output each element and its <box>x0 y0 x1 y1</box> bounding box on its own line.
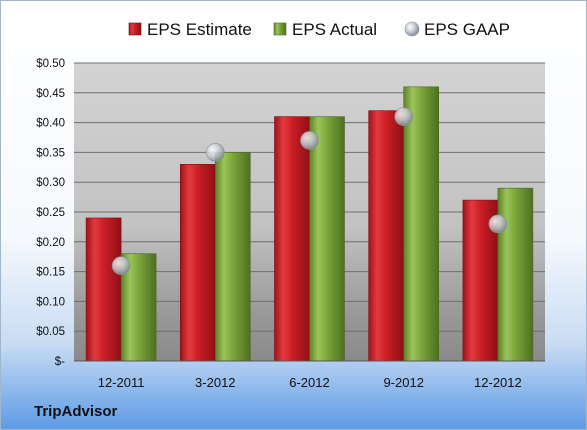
x-tick-label: 9-2012 <box>383 375 423 390</box>
bar-eps-actual <box>497 187 534 362</box>
bar-eps-estimate <box>85 217 122 362</box>
legend-label-eps-estimate: EPS Estimate <box>147 20 252 39</box>
bar-eps-estimate <box>180 164 216 362</box>
y-tick-label: $0.10 <box>36 296 65 308</box>
x-tick-label: 12-2011 <box>98 375 145 390</box>
legend-swatch-eps-gaap <box>404 21 420 37</box>
legend-swatch-eps-actual <box>273 22 287 36</box>
y-tick-label: $0.30 <box>36 177 65 189</box>
bar-eps-estimate <box>274 116 310 362</box>
bar-eps-actual <box>215 152 251 362</box>
y-tick-label: $0.25 <box>36 207 65 219</box>
marker-eps-gaap <box>111 256 131 275</box>
y-tick-label: $0.35 <box>36 147 65 159</box>
y-tick-label: $0.50 <box>36 58 65 70</box>
x-tick-label: 3-2012 <box>195 375 235 390</box>
bar-eps-actual <box>309 116 345 362</box>
y-tick-label: $0.20 <box>36 237 65 249</box>
y-tick-label: $0.40 <box>36 118 65 130</box>
marker-eps-gaap <box>206 143 225 162</box>
legend-swatch-eps-estimate <box>128 22 142 36</box>
y-tick-label: $0.05 <box>36 326 65 338</box>
bar-eps-actual <box>403 86 440 362</box>
legend-label-eps-gaap: EPS GAAP <box>424 20 510 39</box>
x-tick-label: 6-2012 <box>289 375 329 390</box>
x-tick-label: 12-2012 <box>474 375 522 390</box>
bar-eps-estimate <box>368 110 405 362</box>
y-tick-label: $- <box>55 356 65 368</box>
marker-eps-gaap <box>394 107 414 126</box>
bar-eps-actual <box>120 253 157 362</box>
y-tick-label: $0.15 <box>36 267 65 279</box>
company-name: TripAdvisor <box>34 403 118 420</box>
marker-eps-gaap <box>488 214 508 234</box>
marker-eps-gaap <box>300 131 319 150</box>
y-tick-label: $0.45 <box>36 88 65 100</box>
legend-label-eps-actual: EPS Actual <box>292 20 377 39</box>
